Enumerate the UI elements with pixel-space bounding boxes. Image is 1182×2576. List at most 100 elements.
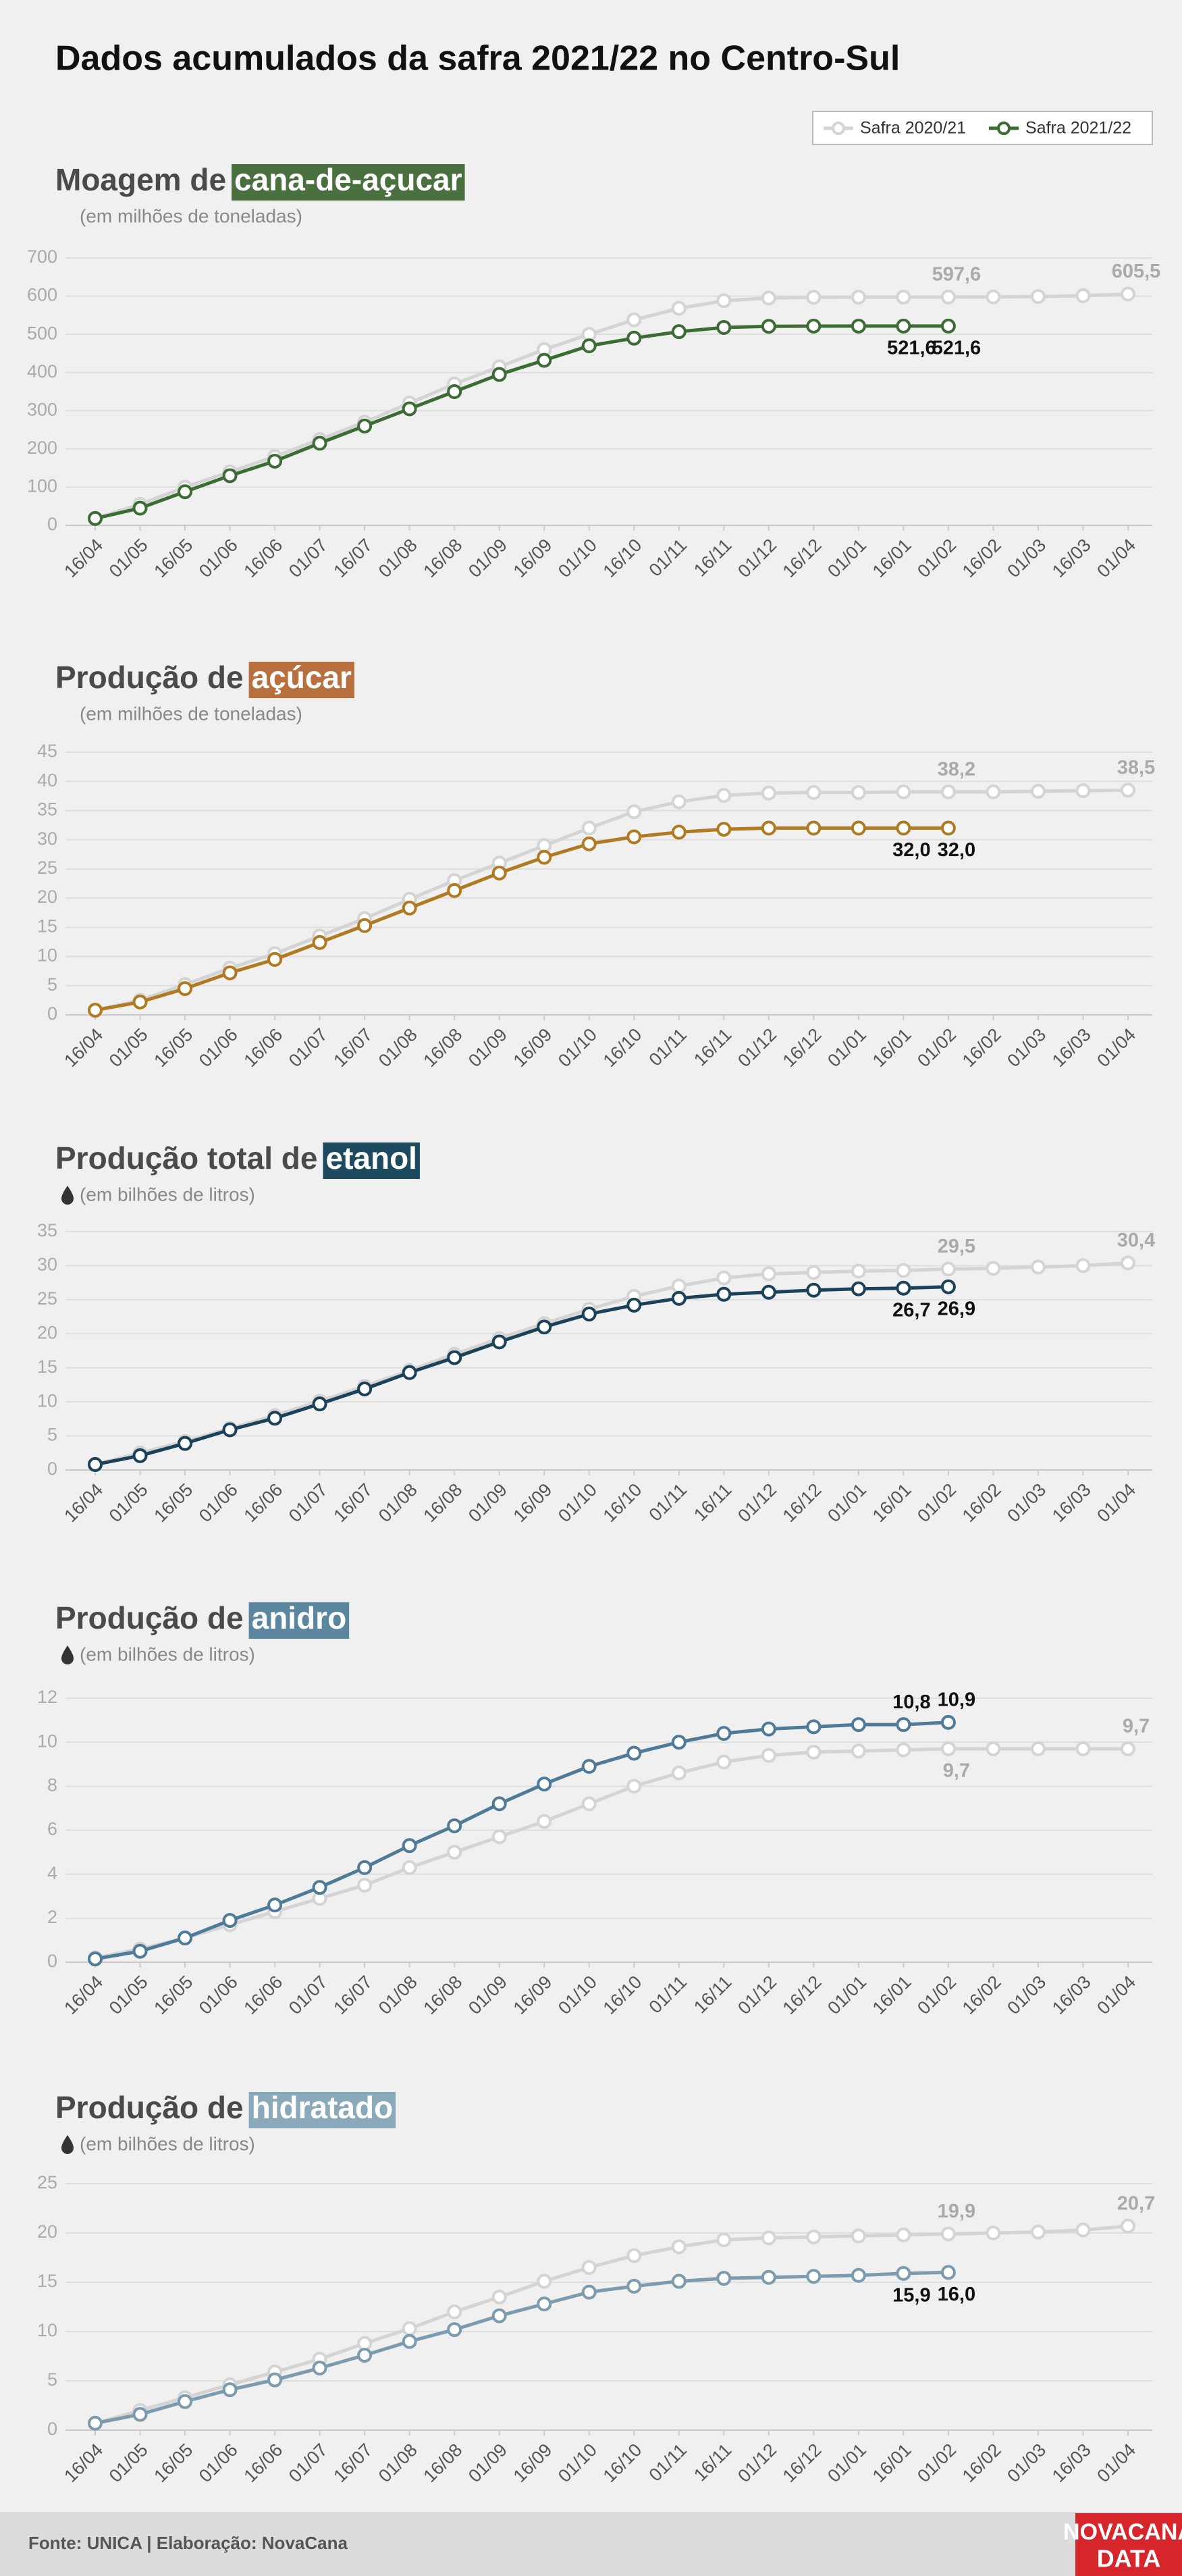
series-marker (671, 1765, 687, 1781)
series-marker (940, 1279, 956, 1294)
y-tick-label: 10 (37, 2320, 57, 2340)
series-marker (178, 2394, 193, 2409)
y-tick-label: 0 (47, 514, 57, 534)
y-tick-label: 35 (37, 1220, 57, 1240)
series-marker (896, 1263, 911, 1278)
series-marker (88, 2415, 103, 2431)
y-tick-label: 12 (37, 1687, 57, 1707)
data-label: 9,7 (1123, 1716, 1150, 1737)
series-marker (222, 1913, 238, 1928)
series-marker (1121, 286, 1135, 302)
series-marker (626, 1297, 642, 1313)
series-marker (357, 1381, 373, 1396)
series-marker (851, 2267, 866, 2283)
data-label: 521,6 (887, 338, 936, 359)
chart-title-highlight: etanol (325, 1140, 417, 1176)
y-tick-label: 600 (27, 285, 57, 305)
series-marker (671, 824, 687, 840)
chart-title: Produção de (55, 1600, 244, 1635)
series-marker (851, 820, 866, 836)
y-tick-label: 25 (37, 858, 57, 878)
series-marker (1030, 1259, 1046, 1275)
y-tick-label: 25 (37, 1288, 57, 1309)
series-marker (986, 1741, 1001, 1756)
data-label: 26,9 (938, 1298, 975, 1319)
series-marker (447, 1350, 462, 1365)
series-line (95, 1747, 1128, 1960)
logo-text: DATA (1097, 2545, 1161, 2573)
series-marker (851, 2228, 866, 2244)
series-marker (896, 289, 911, 305)
series-marker (806, 820, 822, 836)
series-marker (851, 318, 866, 334)
series-marker (1075, 783, 1091, 799)
drop-icon (61, 2135, 74, 2154)
series-marker (940, 2226, 956, 2242)
series-marker (178, 981, 193, 997)
series-line (95, 2224, 1129, 2425)
series-marker (402, 1860, 417, 1875)
series-marker (671, 1278, 687, 1294)
y-tick-label: 0 (47, 2419, 57, 2439)
series-marker (716, 787, 732, 803)
chart-title: Moagem de (55, 162, 226, 197)
data-label: 32,0 (892, 839, 930, 861)
series-marker (1075, 1258, 1091, 1273)
series-marker (267, 2372, 283, 2388)
chart-subtitle: (em bilhões de litros) (80, 2133, 255, 2154)
series-marker (581, 1796, 597, 1812)
series-marker (491, 865, 507, 880)
logo-text: NOVACANA (1063, 2519, 1182, 2545)
series-marker (761, 1284, 776, 1300)
series-marker (761, 1721, 776, 1737)
series-marker (88, 1951, 103, 1967)
series-marker (806, 785, 822, 800)
series-marker (716, 822, 732, 837)
series-marker (491, 1334, 507, 1350)
series-line (95, 324, 948, 521)
series-marker (537, 1319, 552, 1335)
series-marker (88, 510, 103, 526)
series-line (95, 826, 948, 1012)
series-marker (761, 2230, 776, 2246)
series-line (95, 292, 1129, 521)
data-label: 26,7 (892, 1299, 930, 1321)
series-marker (1121, 1255, 1135, 1271)
y-tick-label: 700 (27, 246, 57, 267)
series-marker (896, 2227, 911, 2242)
series-marker (447, 384, 462, 399)
series-marker (806, 290, 822, 305)
series-marker (671, 300, 687, 316)
series-marker (1030, 2224, 1046, 2240)
series-marker (1030, 289, 1046, 305)
series-line (95, 1720, 949, 1961)
series-marker (357, 1877, 373, 1893)
series-marker (312, 1880, 327, 1895)
data-label: 19,9 (938, 2201, 975, 2222)
series-marker (671, 1290, 687, 1306)
series-marker (896, 318, 911, 334)
series-marker (581, 836, 597, 851)
series-marker (851, 1717, 866, 1733)
series-marker (581, 338, 597, 354)
y-tick-label: 2 (47, 1907, 57, 1927)
y-tick-label: 5 (47, 2369, 57, 2390)
series-marker (626, 312, 642, 327)
drop-icon (61, 1186, 74, 1205)
series-marker (491, 2289, 507, 2305)
series-marker (312, 1396, 327, 1412)
series-marker (806, 1282, 822, 1298)
chart-title-highlight: cana-de-açucar (234, 162, 462, 197)
data-label: 597,6 (932, 264, 982, 286)
series-marker (1075, 2222, 1091, 2238)
series-line (95, 1285, 948, 1467)
series-marker (132, 994, 148, 1009)
series-marker (806, 1744, 822, 1760)
y-tick-label: 5 (47, 974, 57, 995)
series-marker (1030, 783, 1046, 799)
series-marker (357, 2336, 373, 2351)
footer-band (0, 2512, 1182, 2576)
series-marker (447, 2322, 462, 2338)
